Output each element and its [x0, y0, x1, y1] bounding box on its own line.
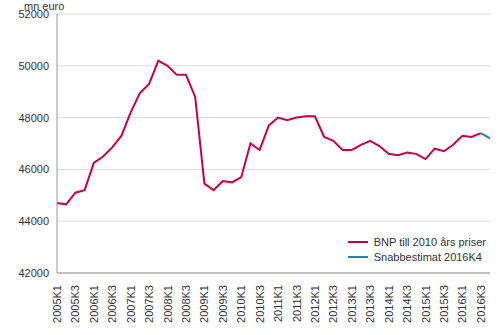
svg-text:52000: 52000 [18, 8, 49, 20]
svg-text:50000: 50000 [18, 60, 49, 72]
svg-text:2016K3: 2016K3 [475, 285, 487, 323]
svg-text:2011K1: 2011K1 [272, 285, 284, 322]
svg-text:2005K1: 2005K1 [51, 285, 63, 323]
svg-text:2010K3: 2010K3 [254, 285, 266, 323]
svg-text:2006K1: 2006K1 [88, 285, 100, 323]
svg-text:2009K3: 2009K3 [217, 285, 229, 323]
html-text:Snabbestimat 2016K4: Snabbestimat 2016K4 [373, 250, 482, 263]
svg-text:2015K1: 2015K1 [420, 285, 432, 323]
svg-text:2013K3: 2013K3 [364, 285, 376, 323]
svg-text:48000: 48000 [18, 112, 49, 124]
svg-text:2009K1: 2009K1 [198, 285, 210, 323]
svg-text:2007K3: 2007K3 [143, 285, 155, 323]
svg-text:2007K1: 2007K1 [125, 285, 137, 323]
svg-text:42000: 42000 [18, 267, 49, 279]
svg-text:2014K3: 2014K3 [401, 285, 413, 323]
svg-text:2010K1: 2010K1 [235, 285, 247, 323]
svg-text:2005K3: 2005K3 [69, 285, 81, 323]
svg-text:2016K1: 2016K1 [456, 285, 468, 323]
svg-text:2008K1: 2008K1 [162, 285, 174, 323]
svg-text:2012K1: 2012K1 [309, 285, 321, 323]
html-text:mn euro: mn euro [24, 0, 65, 12]
svg-text:2012K3: 2012K3 [327, 285, 339, 323]
html-text:BNP till 2010 års priser: BNP till 2010 års priser [373, 235, 486, 248]
svg-text:2015K3: 2015K3 [438, 285, 450, 323]
svg-text:2011K3: 2011K3 [291, 285, 303, 322]
svg-text:2014K1: 2014K1 [383, 285, 395, 323]
svg-text:2013K1: 2013K1 [346, 285, 358, 323]
svg-text:2006K3: 2006K3 [106, 285, 118, 323]
svg-text:46000: 46000 [18, 163, 49, 175]
svg-text:2008K3: 2008K3 [180, 285, 192, 323]
svg-text:44000: 44000 [18, 215, 49, 227]
